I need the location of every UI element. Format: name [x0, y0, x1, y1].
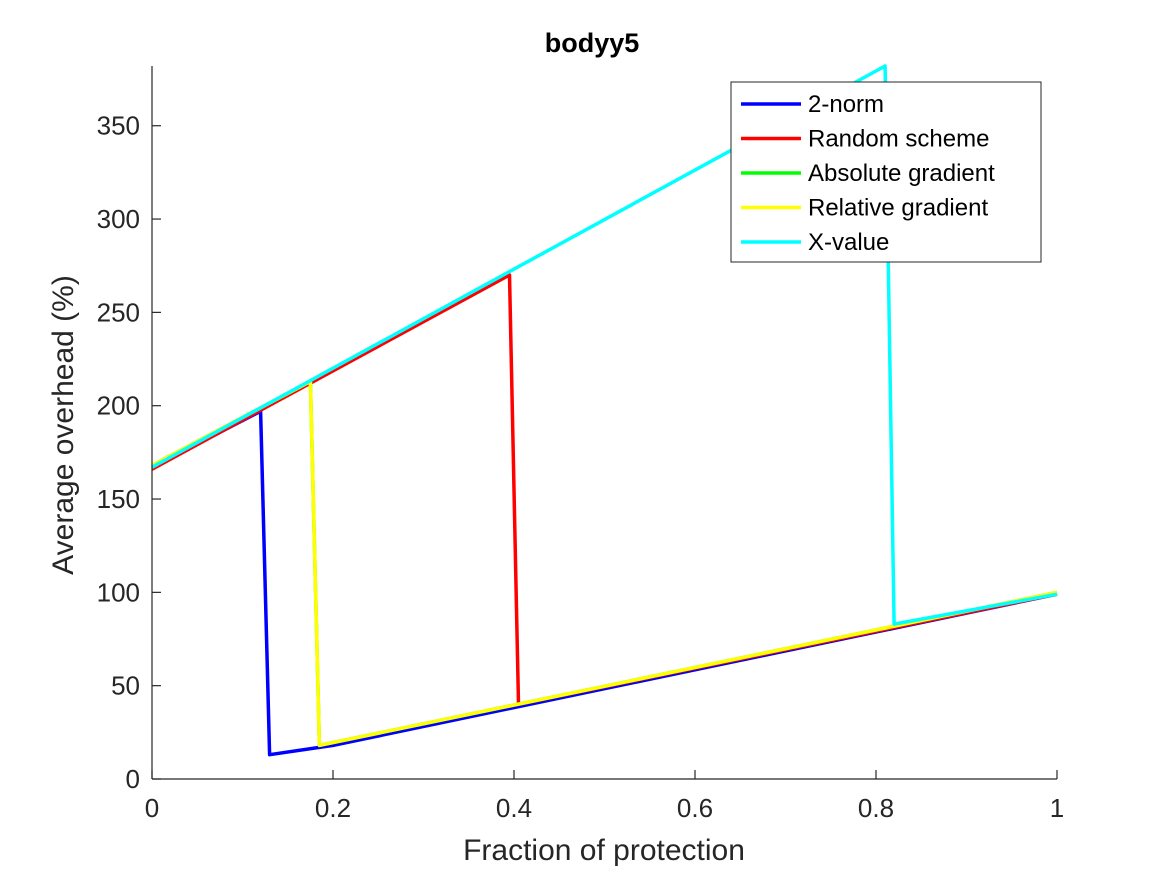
x-axis-label: Fraction of protection	[463, 834, 745, 867]
y-axis-label: Average overhead (%)	[47, 275, 80, 575]
legend-label: Absolute gradient	[808, 160, 995, 187]
x-tick-label: 0.2	[315, 793, 351, 823]
x-tick-label: 0.6	[677, 793, 713, 823]
legend[interactable]: 2-norm Random scheme Absolute gradient Rela…	[730, 81, 1042, 263]
y-tick-label: 0	[126, 764, 140, 794]
x-tick-label: 0.4	[496, 793, 532, 823]
series-line-x-value	[151, 64, 1058, 626]
y-tick-label: 150	[97, 484, 140, 514]
legend-label: Relative gradient	[808, 195, 988, 222]
legend-label: Random scheme	[808, 126, 989, 153]
series-line-relative-gradient	[151, 379, 1058, 748]
x-tick-label: 0.8	[858, 793, 894, 823]
series-line-2-norm	[151, 409, 1058, 757]
x-tick-label: 1	[1050, 793, 1064, 823]
series-layer	[151, 64, 1058, 757]
y-tick-label: 200	[97, 391, 140, 421]
axes-layer: 0 0.2 0.4 0.6 0.8 1 0 50 100 150 200 250 300 350	[97, 66, 1064, 823]
x-tick-label: 0	[145, 793, 159, 823]
y-tick-label: 50	[111, 671, 140, 701]
y-tick-label: 250	[97, 297, 140, 327]
y-tick-label: 100	[97, 577, 140, 607]
y-tick-label: 350	[97, 111, 140, 141]
legend-label: X-value	[808, 229, 889, 256]
legend-label: 2-norm	[808, 91, 884, 118]
series-line-random-scheme	[151, 273, 1058, 707]
series-line-absolute-gradient	[151, 379, 1058, 748]
y-tick-label: 300	[97, 204, 140, 234]
chart-title: bodyy5	[545, 28, 640, 58]
